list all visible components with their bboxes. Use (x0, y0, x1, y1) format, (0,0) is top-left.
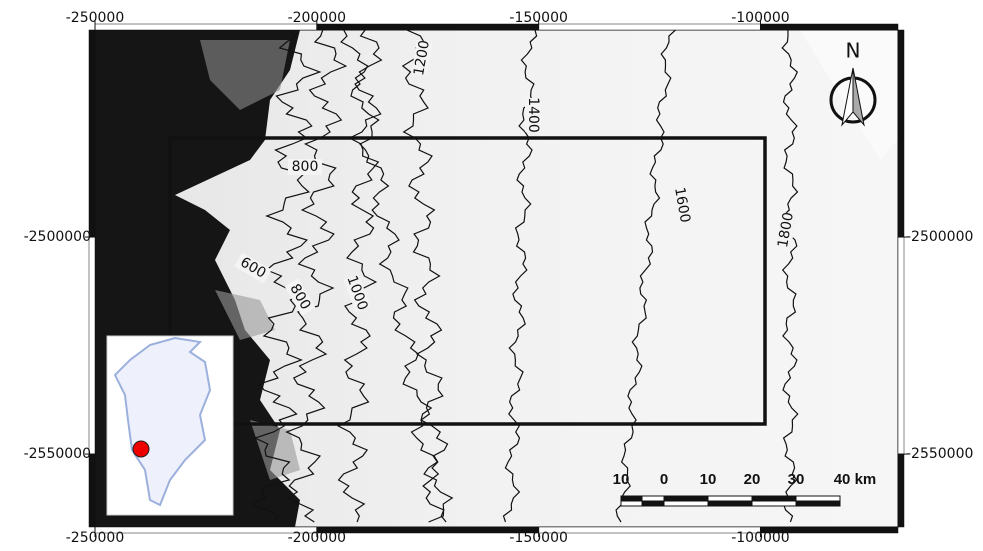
x-tick-label: -200000 (288, 10, 347, 26)
contour-label-group: 1400 (525, 97, 541, 133)
contour-label-group: 800 (288, 159, 322, 175)
x-tick-label: -150000 (509, 530, 568, 546)
x-tick-label: -250000 (66, 530, 125, 546)
scale-label: 20 (744, 471, 761, 488)
frame-bar (89, 237, 95, 454)
scale-segment (796, 496, 840, 501)
scale-segment (708, 501, 752, 506)
frame-bar (89, 454, 95, 527)
frame-bar (898, 454, 904, 527)
frame-bar (539, 24, 761, 30)
scale-segment (642, 501, 664, 506)
scale-label: 10 (700, 471, 717, 488)
frame-bar (898, 237, 904, 454)
y-tick-label: -2550000 (906, 446, 973, 462)
scale-segment (664, 501, 708, 506)
y-tick-label: -2500000 (906, 229, 973, 245)
frame-bar (95, 24, 317, 30)
x-tick-label: -100000 (731, 530, 790, 546)
frame-bar (89, 30, 95, 237)
x-tick-label: -100000 (731, 10, 790, 26)
scale-label: 40 km (834, 471, 877, 488)
contour-label: 1400 (525, 97, 541, 133)
map: -250000 -250000 -200000 -200000 -150000 -1500… (0, 0, 983, 547)
x-tick-label: -200000 (288, 530, 347, 546)
frame-bar (898, 30, 904, 237)
frame-bar (317, 527, 539, 533)
scale-segment (621, 501, 642, 506)
scale-segment (664, 496, 708, 501)
scale-segment (752, 501, 796, 506)
frame-bar (95, 527, 317, 533)
contour-label: 800 (292, 159, 319, 175)
scale-segment (752, 496, 796, 501)
scale-label: 10 (613, 471, 630, 488)
north-label: N (846, 39, 861, 63)
scale-label: 0 (660, 471, 668, 488)
inset-map (107, 336, 233, 515)
frame-bar (317, 24, 539, 30)
x-tick-label: -250000 (66, 10, 125, 26)
y-tick-label: -2550000 (24, 446, 91, 462)
scale-segment (796, 501, 840, 506)
x-tick-label: -150000 (509, 10, 568, 26)
scale-segment (621, 496, 642, 501)
scale-segment (642, 496, 664, 501)
y-tick-label: -2500000 (24, 229, 91, 245)
frame-bar (539, 527, 761, 533)
scale-segment (708, 496, 752, 501)
scale-label: 30 (788, 471, 805, 488)
